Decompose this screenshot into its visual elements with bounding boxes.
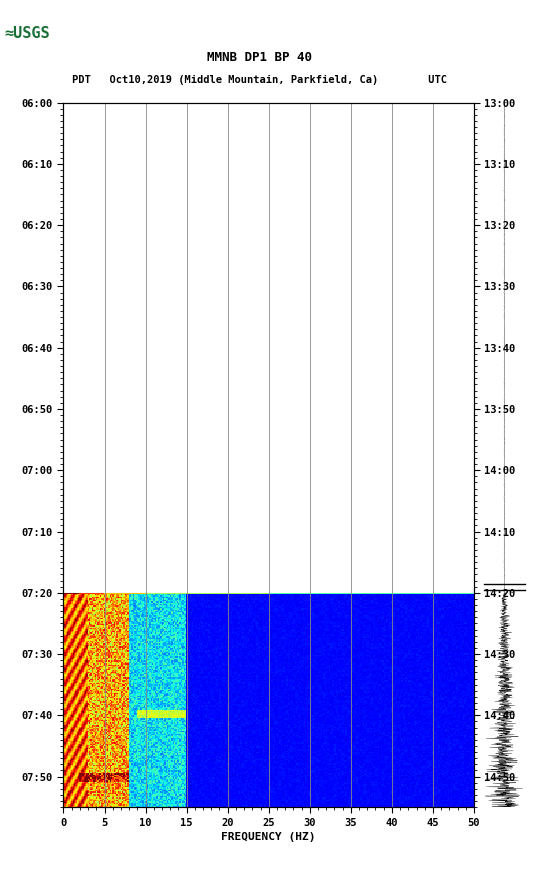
Text: MMNB DP1 BP 40: MMNB DP1 BP 40 [207, 52, 312, 64]
X-axis label: FREQUENCY (HZ): FREQUENCY (HZ) [221, 832, 316, 842]
Text: PDT   Oct10,2019 (Middle Mountain, Parkfield, Ca)        UTC: PDT Oct10,2019 (Middle Mountain, Parkfie… [72, 75, 447, 86]
Text: ≈USGS: ≈USGS [4, 26, 50, 41]
